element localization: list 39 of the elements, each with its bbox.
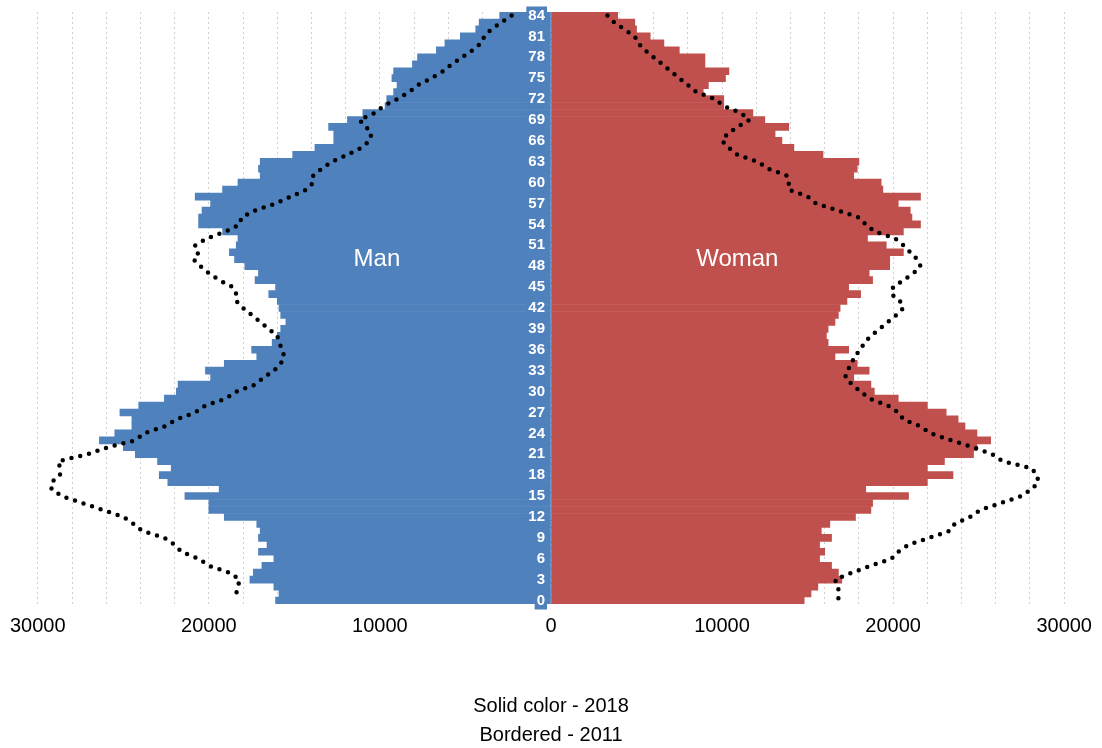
y-tick-label: 45 [528,277,545,295]
y-tick-label: 9 [536,527,545,545]
x-tick-label: 20000 [181,613,237,636]
x-tick-label: 10000 [352,613,408,636]
text: Bordered - 2011 [479,722,623,745]
y-tick-label: 39 [528,319,545,337]
y-tick-label: 42 [528,298,545,316]
x-tick-label: 30000 [10,613,66,636]
y-tick-label: 51 [528,235,545,253]
y-tick-label: 21 [528,444,545,462]
y-tick-label: 12 [528,507,545,525]
series-label: Man [353,243,401,271]
y-tick-label: 0 [536,590,545,608]
y-tick-label: 75 [528,68,545,86]
y-tick-label: 33 [528,360,545,378]
y-tick-label: 27 [528,402,545,420]
y-tick-label: 72 [528,89,545,107]
y-tick-label: 63 [528,151,545,169]
x-tick-label: 10000 [694,613,750,636]
y-tick-label: 48 [528,256,545,274]
y-tick-label: 18 [528,465,545,483]
y-tick-label: 6 [536,548,545,566]
text: Solid color - 2018 [473,693,629,716]
y-tick-label: 78 [528,47,545,65]
y-tick-label: 57 [528,193,545,211]
y-tick-label: 3 [536,569,545,587]
y-tick-label: 54 [528,214,546,232]
x-tick-label: 20000 [865,613,921,636]
y-tick-label: 81 [528,26,545,44]
y-tick-label: 15 [528,486,545,504]
series-label: Woman [696,243,779,271]
y-tick-label: 60 [528,172,545,190]
x-tick-label: 30000 [1036,613,1092,636]
y-tick-label: 36 [528,339,545,357]
y-tick-label: 66 [528,130,545,148]
y-tick-label: 84 [528,5,546,23]
y-tick-label: 69 [528,110,545,128]
y-tick-label: 24 [528,423,546,441]
y-tick-label: 30 [528,381,545,399]
